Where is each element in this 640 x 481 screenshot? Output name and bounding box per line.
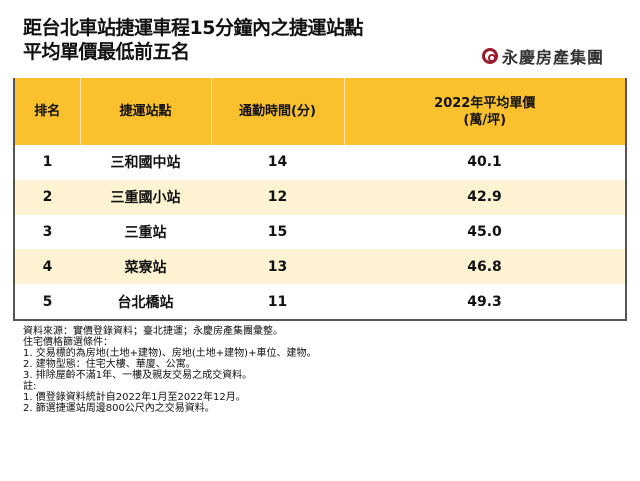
brand-logo: 永慶房產集團	[482, 44, 604, 68]
header-avg-price-unit: (萬/坪)	[463, 112, 507, 128]
cell-station: 三和國中站	[110, 155, 181, 172]
cell-rank: 2	[14, 179, 80, 215]
cell-price: 40.1	[467, 154, 502, 171]
footnote-criteria-heading: 住宅價格篩選條件：	[23, 337, 113, 348]
table-row: 5 台北橋站 11 49.3	[14, 284, 626, 320]
table-row: 4 菜寮站 13 46.8	[14, 249, 626, 285]
cell-rank: 5	[42, 293, 53, 310]
title-line-2: 平均單價最低前五名	[23, 41, 190, 63]
footnote-note-1: 1. 價登錄資料統計自2022年1月至2022年12月。	[23, 392, 246, 403]
cell-time: 15	[267, 223, 288, 240]
header-avg-price-line1: 2022年平均單價	[434, 95, 536, 111]
logo-text: 永慶房產集團	[502, 48, 605, 67]
cell-station: 三重國小站	[80, 179, 211, 215]
cell-station: 菜寮站	[80, 249, 211, 285]
cell-price: 49.3	[467, 293, 502, 310]
header-commute-time: 通勤時間(分)	[210, 78, 344, 145]
table-row: 2 三重國小站 12 42.9	[14, 179, 626, 215]
footnote-criteria-3: 3. 排除屋齡不滿1年、一樓及親友交易之成交資料。	[23, 370, 253, 381]
cell-price: 42.9	[344, 179, 626, 215]
header-station: 捷運站點	[79, 78, 211, 145]
cell-station: 三重站	[124, 224, 167, 241]
footnote-source: 資料來源：實價登錄資料；臺北捷運；永慶房產集團彙整。	[23, 326, 283, 337]
cell-time: 12	[211, 179, 344, 215]
cell-time: 13	[211, 249, 344, 285]
cell-price: 46.8	[344, 249, 626, 285]
cell-time: 14	[267, 154, 288, 171]
cell-rank: 4	[14, 249, 80, 285]
table-header-row: 排名 捷運站點 通勤時間(分) 2022年平均單價 (萬/坪)	[14, 78, 626, 145]
header-avg-price: 2022年平均單價 (萬/坪)	[343, 78, 626, 145]
title-line-1: 距台北車站捷運車程15分鐘內之捷運站點	[23, 17, 363, 39]
footnote-criteria-1: 1. 交易標的為房地(土地+建物)、房地(土地+建物)+車位、建物。	[23, 348, 317, 359]
logo-icon	[482, 48, 498, 64]
cell-time: 11	[267, 293, 288, 310]
cell-rank: 3	[42, 223, 53, 240]
cell-station: 台北橋站	[117, 294, 174, 311]
cell-rank: 1	[42, 154, 53, 171]
ranking-table: 排名 捷運站點 通勤時間(分) 2022年平均單價 (萬/坪) 1 三和國中站 …	[13, 78, 627, 321]
cell-price: 45.0	[467, 223, 502, 240]
page-title: 距台北車站捷運車程15分鐘內之捷運站點 平均單價最低前五名	[23, 16, 363, 64]
footnote-note-heading: 註:	[23, 381, 37, 392]
table-row: 3 三重站 15 45.0	[14, 215, 626, 250]
header-rank: 排名	[14, 78, 80, 145]
footnote-criteria-2: 2. 建物型態：住宅大樓、華廈、公寓。	[23, 359, 196, 370]
footnotes: 資料來源：實價登錄資料；臺北捷運；永慶房產集團彙整。 住宅價格篩選條件： 1. …	[23, 326, 316, 414]
table-row: 1 三和國中站 14 40.1	[14, 145, 626, 180]
footnote-note-2: 2. 篩選捷運站周邊800公尺內之交易資料。	[23, 403, 215, 414]
